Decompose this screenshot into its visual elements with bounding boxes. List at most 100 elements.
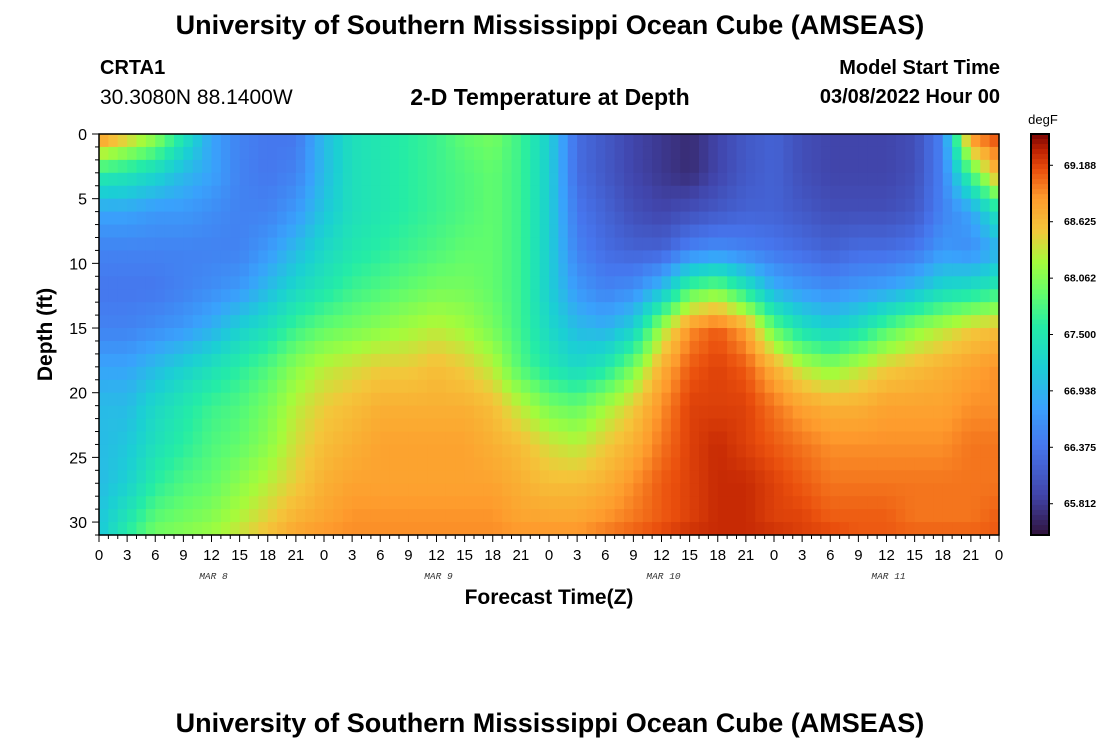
heatmap-cell (483, 418, 494, 433)
heatmap-cell (389, 444, 400, 458)
heatmap-cell (924, 353, 934, 368)
heatmap-cell (652, 431, 663, 446)
heatmap-cell (895, 431, 906, 446)
heatmap-cell (886, 366, 897, 381)
heatmap-cell (717, 340, 728, 355)
heatmap-cell (745, 431, 756, 446)
heatmap-cell (886, 315, 897, 329)
heatmap-cell (727, 366, 738, 381)
heatmap-cell (436, 353, 447, 368)
heatmap-cell (417, 366, 428, 381)
heatmap-cell (549, 224, 559, 239)
heatmap-cell (802, 457, 813, 471)
heatmap-cell (577, 392, 588, 407)
heatmap-cell (295, 250, 306, 264)
heatmap-cell (267, 276, 278, 290)
heatmap-cell (905, 483, 916, 497)
heatmap-cell (736, 276, 747, 290)
heatmap-cell (858, 522, 869, 536)
heatmap-cell (717, 379, 728, 394)
heatmap-cell (605, 444, 616, 458)
heatmap-cell (736, 470, 747, 484)
heatmap-cell (530, 224, 541, 239)
heatmap-cell (492, 457, 503, 471)
heatmap-cell (342, 250, 353, 264)
heatmap-cell (464, 224, 475, 239)
heatmap-cell (755, 366, 766, 381)
heatmap-cell (680, 289, 691, 303)
heatmap-cell (202, 224, 213, 239)
heatmap-cell (689, 457, 700, 471)
heatmap-cell (961, 315, 972, 329)
heatmap-cell (427, 405, 438, 420)
heatmap-cell (783, 418, 794, 433)
heatmap-cell (624, 172, 634, 187)
heatmap-cell (333, 159, 344, 174)
heatmap-cell (333, 522, 344, 536)
colorbar-tick-label: 66.938 (1064, 385, 1096, 397)
heatmap-cell (230, 224, 241, 239)
heatmap-cell (642, 457, 653, 471)
heatmap-cell (464, 315, 475, 329)
heatmap-cell (492, 340, 503, 355)
heatmap-cell (520, 302, 531, 316)
heatmap-cell (530, 198, 541, 213)
heatmap-cell (174, 522, 184, 536)
heatmap-cell (633, 340, 644, 355)
heatmap-cell (652, 315, 663, 329)
heatmap-cell (211, 263, 222, 277)
heatmap-cell (830, 211, 841, 226)
heatmap-cell (455, 289, 466, 303)
heatmap-cell (520, 263, 531, 277)
heatmap-cell (361, 172, 372, 187)
heatmap-cell (680, 379, 691, 394)
heatmap-cell (820, 159, 831, 174)
heatmap-cell (511, 509, 522, 523)
heatmap-cell (202, 315, 213, 329)
heatmap-cell (802, 302, 813, 316)
heatmap-cell (811, 315, 822, 329)
heatmap-cell (970, 457, 981, 471)
heatmap-cell (802, 340, 813, 355)
heatmap-cell (136, 211, 147, 226)
heatmap-cell (708, 457, 719, 471)
heatmap-cell (174, 276, 184, 290)
heatmap-cell (108, 379, 119, 394)
heatmap-cell (267, 159, 278, 174)
heatmap-cell (520, 418, 531, 433)
heatmap-cell (567, 250, 578, 264)
heatmap-cell (839, 198, 850, 213)
heatmap-cell (764, 457, 775, 471)
heatmap-cell (492, 405, 503, 420)
heatmap-cell (427, 418, 438, 433)
heatmap-cell (474, 224, 484, 239)
heatmap-cell (164, 444, 175, 458)
heatmap-cell (352, 457, 363, 471)
heatmap-cell (989, 522, 1000, 536)
heatmap-cell (811, 392, 822, 407)
heatmap-cell (445, 405, 456, 420)
heatmap-cell (980, 198, 991, 213)
heatmap-cell (699, 146, 709, 161)
heatmap-cell (445, 134, 456, 148)
heatmap-cell (586, 483, 597, 497)
heatmap-cell (539, 134, 550, 148)
heatmap-cell (792, 237, 803, 252)
heatmap-cell (174, 353, 184, 368)
heatmap-cell (633, 457, 644, 471)
heatmap-cell (464, 250, 475, 264)
heatmap-cell (136, 353, 147, 368)
heatmap-cell (783, 328, 794, 342)
heatmap-cell (202, 418, 213, 433)
heatmap-cell (108, 198, 119, 213)
heatmap-cell (549, 509, 559, 523)
heatmap-cell (483, 276, 494, 290)
heatmap-cell (108, 405, 119, 420)
heatmap-cell (877, 379, 888, 394)
heatmap-cell (408, 496, 419, 510)
heatmap-cell (558, 237, 569, 252)
heatmap-cell (858, 405, 869, 420)
heatmap-cell (539, 496, 550, 510)
heatmap-cell (370, 250, 381, 264)
heatmap-cell (220, 302, 231, 316)
